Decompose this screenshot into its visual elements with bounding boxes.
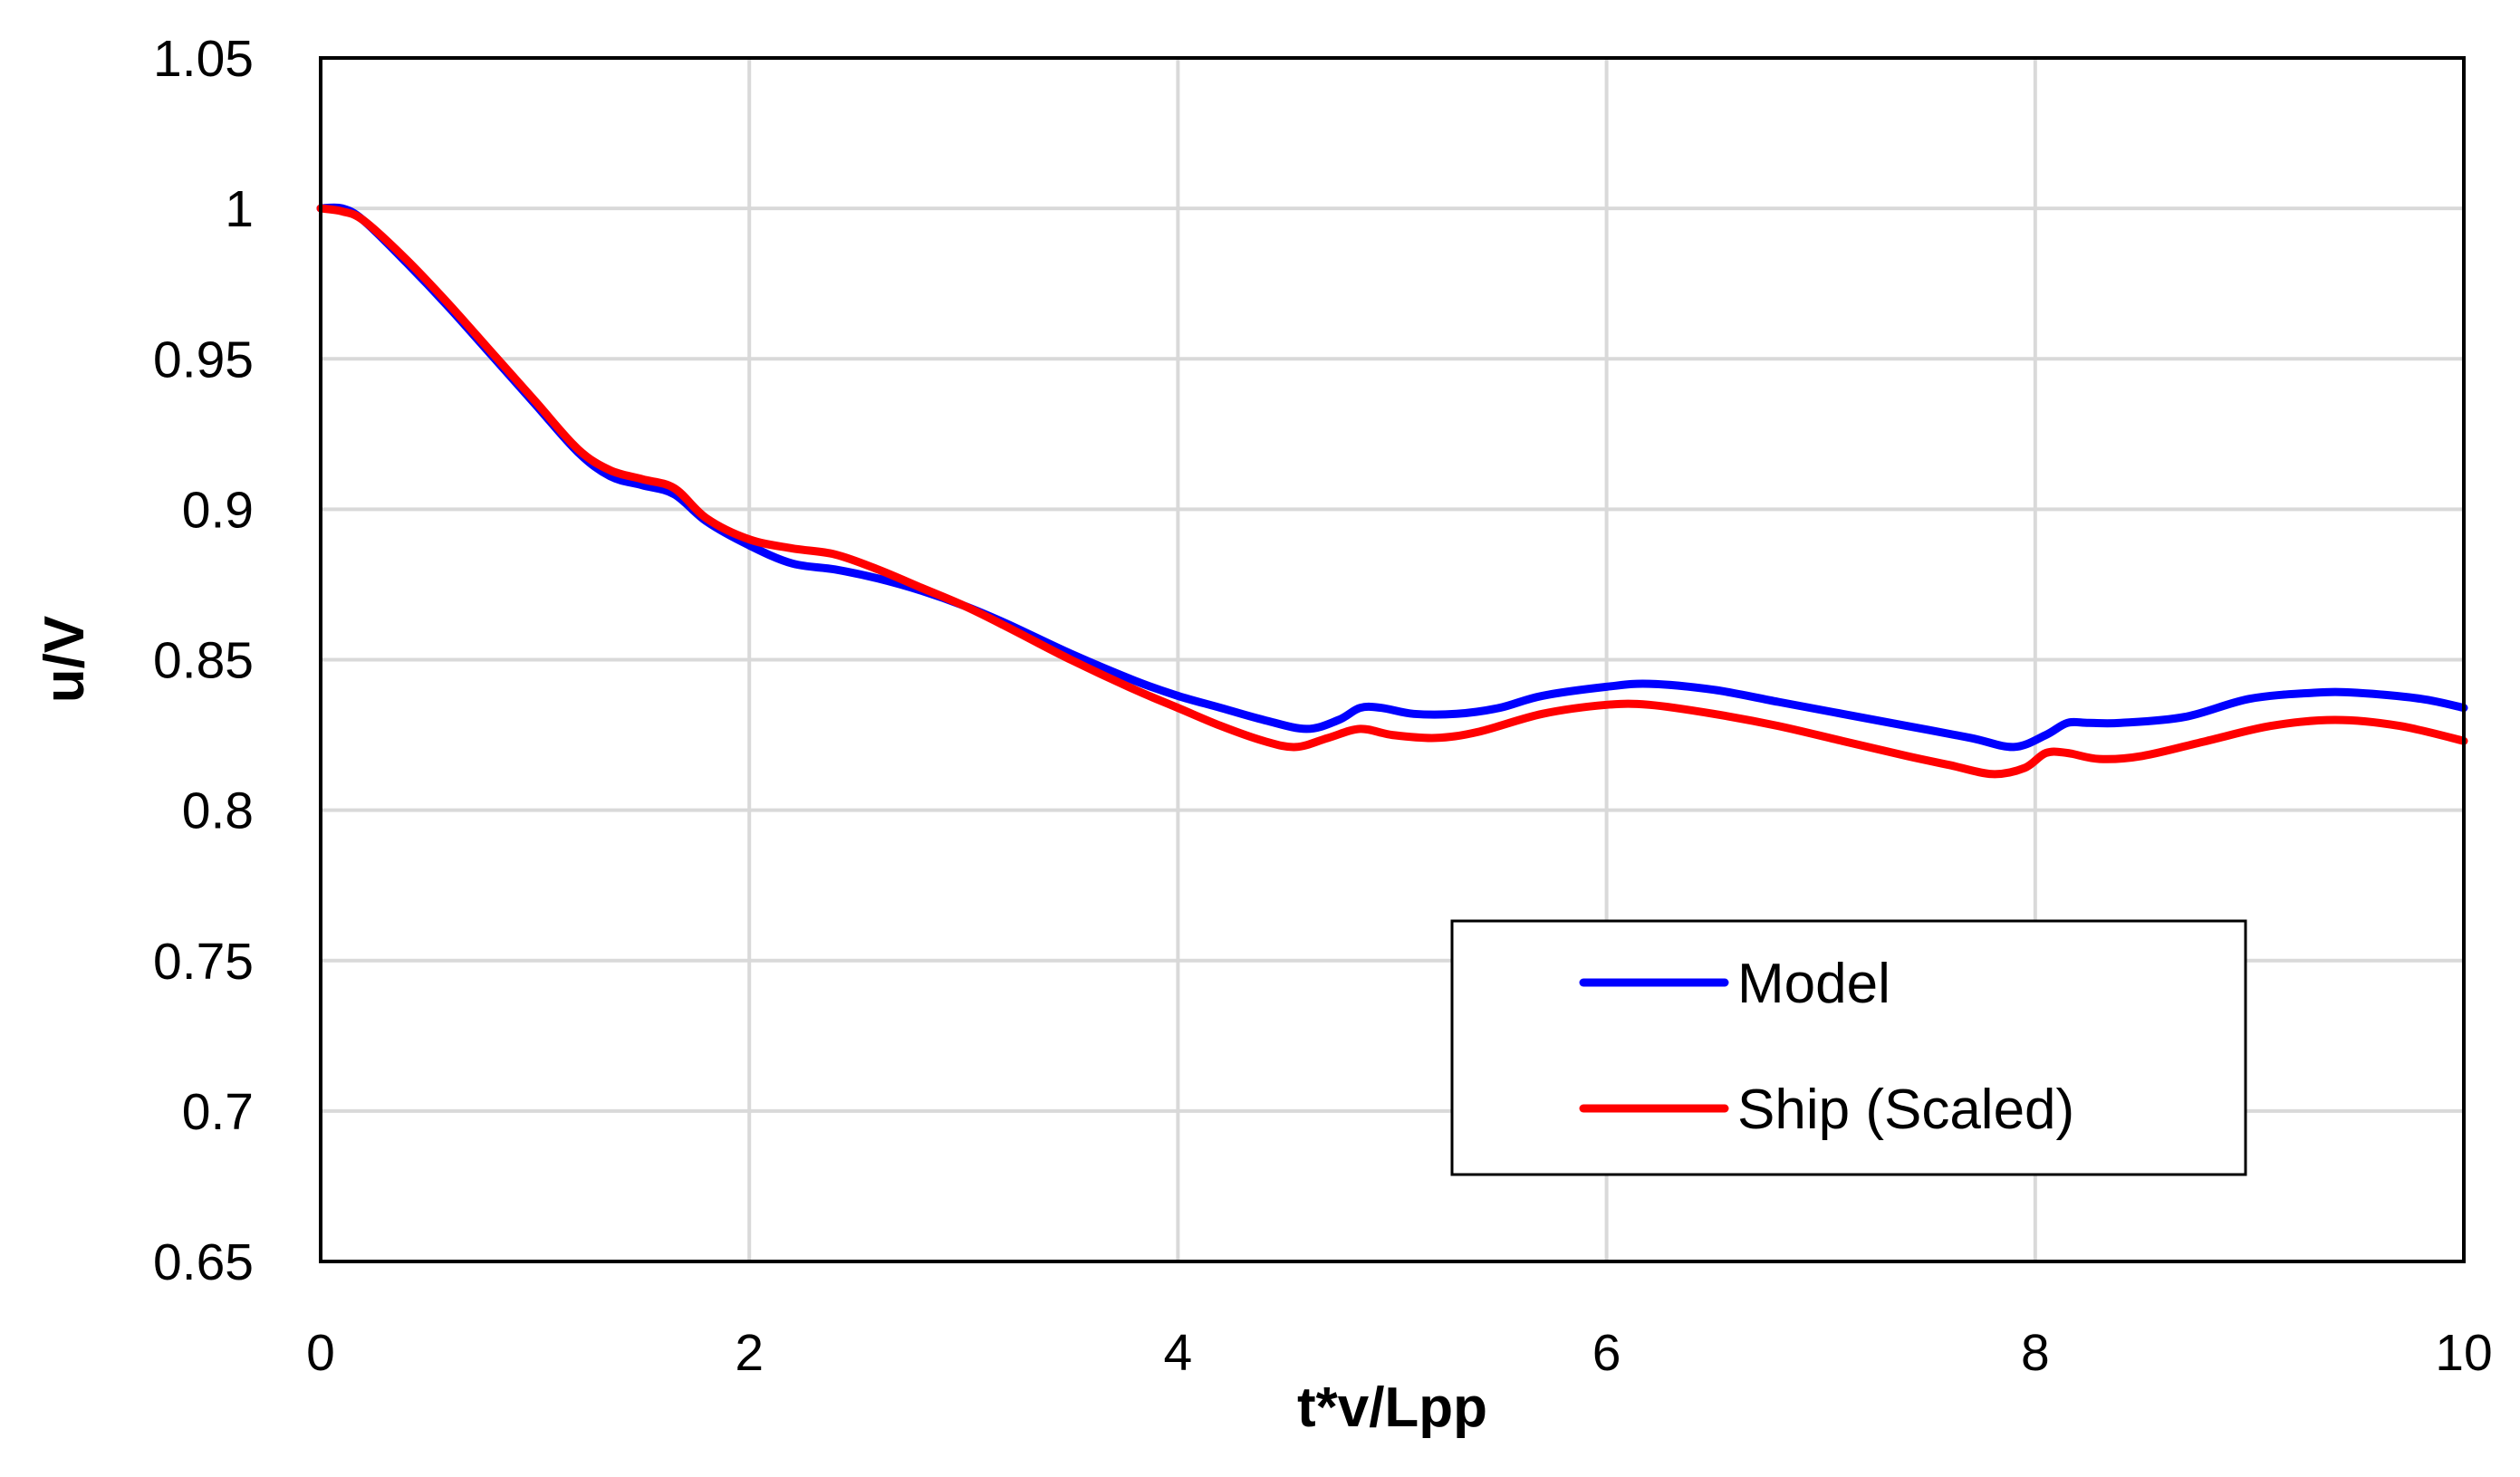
legend-label-ship-scaled: Ship (Scaled) [1737,1079,2074,1141]
x-tick-label: 2 [735,1324,764,1382]
x-tick-label: 4 [1164,1324,1193,1382]
y-tick-label: 0.7 [182,1083,254,1141]
legend: Model Ship (Scaled) [1450,919,2247,1176]
plot-area-frame [319,56,2466,1263]
y-axis-ticks: 0.65 0.7 0.75 0.8 0.85 0.9 0.95 1 1.05 [153,30,254,1291]
y-tick-label: 0.8 [182,782,254,840]
legend-box [1450,919,2247,1176]
x-axis-ticks: 0 2 4 6 8 10 [306,1324,2493,1382]
y-axis-title: u/V [34,616,96,703]
series-lines [316,203,2468,779]
y-tick-label: 0.85 [153,632,254,690]
y-tick-label: 0.65 [153,1233,254,1291]
y-tick-label: 0.75 [153,933,254,991]
x-tick-label: 6 [1592,1324,1621,1382]
series-line-ship-scaled [316,204,2468,779]
x-tick-label: 10 [2435,1324,2492,1382]
legend-label-model: Model [1737,953,1890,1015]
y-tick-label: 0.9 [182,481,254,539]
x-axis-title: t*v/Lpp [1297,1376,1487,1439]
y-tick-label: 0.95 [153,331,254,388]
x-tick-label: 8 [2021,1324,2050,1382]
y-tick-label: 1 [225,180,254,238]
series-line-model [316,203,2468,752]
y-tick-label: 1.05 [153,30,254,88]
x-tick-label: 0 [306,1324,335,1382]
